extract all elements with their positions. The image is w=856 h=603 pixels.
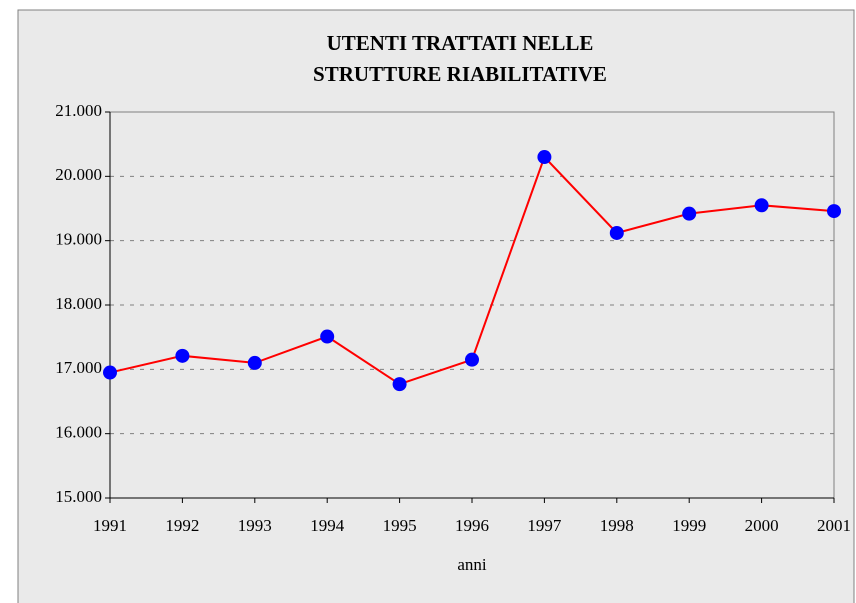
y-tick-label: 19.000 (55, 230, 102, 249)
marker (320, 329, 335, 344)
x-tick-label: 2001 (817, 516, 851, 535)
marker (609, 225, 624, 240)
marker (537, 150, 552, 165)
x-tick-label: 1995 (383, 516, 417, 535)
y-tick-label: 20.000 (55, 165, 102, 184)
y-tick-label: 21.000 (55, 101, 102, 120)
y-tick-label: 15.000 (55, 487, 102, 506)
marker (682, 206, 697, 221)
marker (465, 352, 479, 367)
x-tick-label: 1993 (238, 516, 272, 535)
x-tick-label: 1996 (455, 516, 489, 535)
chart-title: STRUTTURE RIABILITATIVE (313, 62, 607, 86)
x-axis-label: anni (457, 555, 487, 574)
marker (103, 365, 117, 380)
marker (247, 355, 262, 370)
y-tick-label: 18.000 (55, 294, 102, 313)
x-tick-label: 2000 (745, 516, 779, 535)
chart-frame (17, 9, 855, 603)
marker (175, 348, 190, 363)
x-tick-label: 1994 (310, 516, 345, 535)
y-tick-label: 17.000 (55, 358, 102, 377)
marker (754, 198, 769, 213)
x-tick-label: 1997 (527, 516, 562, 535)
y-tick-label: 16.000 (55, 423, 102, 442)
x-tick-label: 1992 (165, 516, 199, 535)
chart-title: UTENTI TRATTATI NELLE (327, 31, 594, 55)
x-tick-label: 1991 (93, 516, 127, 535)
x-tick-label: 1998 (600, 516, 634, 535)
marker (827, 204, 841, 219)
marker (392, 377, 407, 392)
x-tick-label: 1999 (672, 516, 706, 535)
